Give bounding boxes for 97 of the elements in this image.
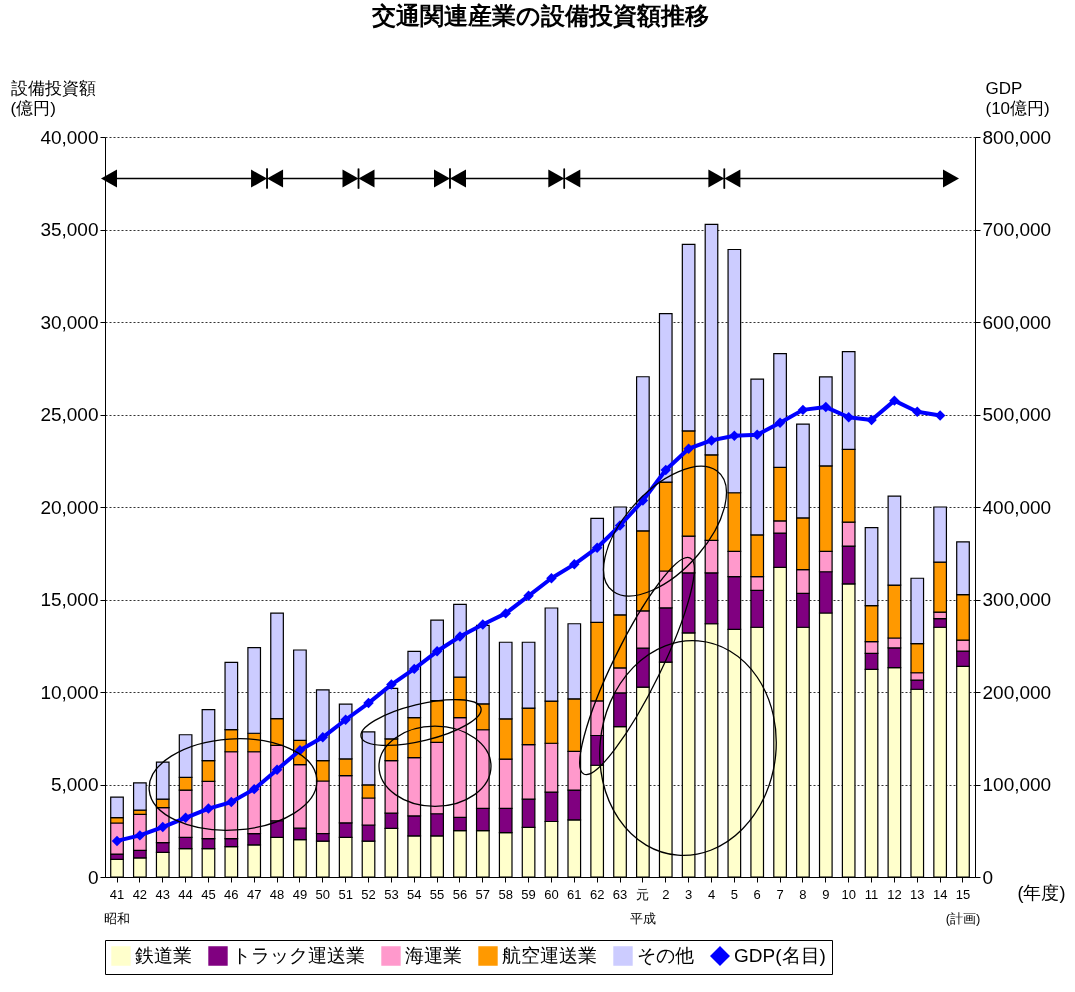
legend-label: 海運業 <box>405 945 462 967</box>
x-tick-label: 8 <box>799 886 807 902</box>
x-tick-label: 42 <box>132 886 148 902</box>
legend-label: その他 <box>637 945 694 967</box>
x-tick-label: 7 <box>776 886 784 902</box>
x-tick-label: 元 <box>636 886 650 902</box>
point <box>523 590 534 602</box>
x-tick-label: 49 <box>292 886 308 902</box>
x-tick-label: 44 <box>178 886 193 902</box>
x-tick-label: 50 <box>315 886 331 902</box>
x-tick-label: 41 <box>109 886 125 902</box>
point <box>889 395 900 406</box>
point <box>203 803 214 814</box>
y-tick-label: 5,000 <box>50 774 99 795</box>
x-tick-label: 52 <box>361 886 376 902</box>
x-tick-label: 6 <box>753 886 761 902</box>
y2-tick-label: 100,000 <box>982 774 1052 795</box>
legend-label: 航空運送業 <box>502 945 597 967</box>
y-tick-label: 0 <box>87 866 99 888</box>
point <box>774 417 786 429</box>
point <box>706 435 717 446</box>
y2-tick-label: 400,000 <box>982 496 1052 518</box>
x-tick-label: 4 <box>707 886 716 902</box>
x-tick-label: 56 <box>452 886 468 902</box>
x-tick-label: 55 <box>429 886 445 902</box>
x-tick-label: 45 <box>201 886 216 902</box>
point <box>820 401 832 413</box>
y-axis-title: 設備投資額 (億円) <box>10 78 96 118</box>
point <box>683 443 694 454</box>
x-tick-label: 13 <box>910 886 925 902</box>
x-tick-label: 10 <box>841 886 856 902</box>
point <box>454 631 466 642</box>
y-tick-label: 15,000 <box>40 589 99 610</box>
x-tick-label: 11 <box>864 886 879 902</box>
y2-tick-label: 600,000 <box>982 311 1052 333</box>
y2-tick-label: 0 <box>982 866 994 888</box>
y-tick-label: 20,000 <box>40 496 99 518</box>
legend-label: GDP(名目) <box>734 945 826 967</box>
x-tick-label: 60 <box>544 886 559 902</box>
y2-tick-label: 200,000 <box>982 681 1052 703</box>
y2-tick-label: 500,000 <box>982 404 1052 425</box>
point <box>180 812 191 824</box>
text: 昭和 <box>104 911 130 926</box>
point <box>317 732 329 743</box>
x-tick-label: 58 <box>498 886 513 902</box>
point <box>843 412 854 423</box>
point <box>226 796 237 808</box>
x-tick-label: 2 <box>662 886 670 902</box>
point <box>660 464 671 476</box>
y2-tick-label: 700,000 <box>982 219 1052 240</box>
x-tick-label: 63 <box>612 886 628 902</box>
x-tick-label: 5 <box>730 886 738 902</box>
x-tick-label: 54 <box>407 886 422 902</box>
x-tick-label: 61 <box>567 886 582 902</box>
y-tick-label: 30,000 <box>40 311 99 333</box>
y-tick-label: 25,000 <box>40 404 99 425</box>
y2-tick-label: 300,000 <box>982 589 1052 610</box>
point <box>386 679 397 690</box>
x-tick-label: 51 <box>338 886 353 902</box>
point <box>546 572 557 584</box>
point <box>340 714 351 725</box>
x-tick-label: 62 <box>589 886 605 902</box>
y2-tick-label: 800,000 <box>982 126 1052 148</box>
y-tick-label: 40,000 <box>40 126 99 148</box>
text: (計画) <box>945 911 981 926</box>
text: 平成 <box>629 911 656 926</box>
x-tick-label: 9 <box>822 886 830 902</box>
x-tick-label: 59 <box>521 886 536 902</box>
x-axis-title: (年度) <box>1017 882 1066 903</box>
point <box>363 697 374 709</box>
x-tick-label: 3 <box>685 886 693 902</box>
y2-axis-title: GDP (10億円) <box>985 78 1050 118</box>
point <box>248 783 260 795</box>
point <box>431 646 443 657</box>
point <box>500 608 511 619</box>
y-tick-label: 10,000 <box>40 681 99 703</box>
x-tick-label: 57 <box>475 886 491 902</box>
point <box>591 542 603 553</box>
point <box>409 663 420 675</box>
x-tick-label: 46 <box>224 886 239 902</box>
legend-label: 鉄道業 <box>135 945 192 967</box>
x-tick-label: 47 <box>246 886 262 902</box>
point <box>271 764 283 775</box>
x-tick-label: 53 <box>384 886 399 902</box>
x-tick-label: 12 <box>887 886 902 902</box>
point <box>866 414 877 426</box>
y-tick-label: 35,000 <box>40 219 99 240</box>
chart-title: 交通関連産業の設備投資額推移 <box>370 2 709 29</box>
legend-label: トラック運送業 <box>232 945 365 967</box>
x-tick-label: 15 <box>955 886 971 902</box>
point <box>569 559 580 570</box>
x-tick-label: 14 <box>932 886 948 902</box>
point <box>912 406 923 417</box>
point <box>934 410 946 421</box>
x-tick-label: 48 <box>269 886 285 902</box>
point <box>477 619 489 630</box>
x-tick-label: 43 <box>155 886 170 902</box>
